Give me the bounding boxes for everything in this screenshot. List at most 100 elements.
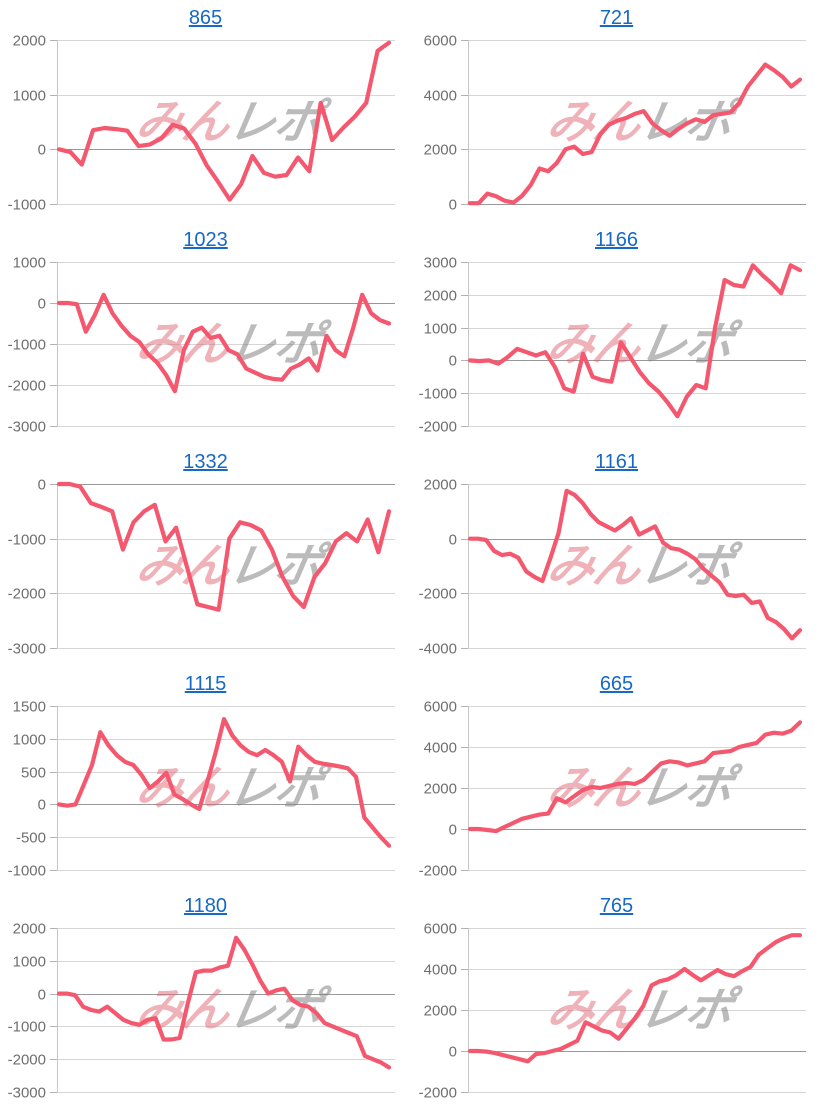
series-line [56, 935, 392, 1070]
y-axis-tick-label: 6000 [424, 921, 457, 938]
y-axis-labels: 2000 0 -2000 -4000 [419, 477, 457, 658]
y-axis-labels: 1500 1000 500 0 -500 -1000 [8, 699, 46, 880]
y-axis-tick-label: 2000 [424, 781, 457, 798]
chart-title-link[interactable]: 765 [599, 895, 634, 917]
chart-title-link[interactable]: 721 [599, 7, 634, 29]
y-axis-tick-label: -3000 [8, 1085, 46, 1102]
chart-title-link[interactable]: 1161 [594, 451, 638, 473]
y-axis-tick-label: 1000 [13, 732, 46, 749]
series-line [56, 717, 392, 848]
y-axis-tick-label: 2000 [13, 33, 46, 50]
series-line [467, 720, 803, 834]
line-chart: 6000 4000 2000 0 -2000 みんレポ [419, 921, 806, 1102]
y-axis-tick-label: 2000 [424, 142, 457, 159]
watermark-logo: みんレポ [543, 984, 745, 1037]
y-axis-tick-label: -2000 [419, 863, 457, 880]
watermark-pink-text: みん [132, 96, 236, 149]
line-chart: 2000 1000 0 -1000 みんレポ [8, 33, 395, 214]
chart-title-link[interactable]: 1180 [183, 895, 227, 917]
watermark-logo: みんレポ [132, 96, 334, 149]
y-axis-labels: 0 -1000 -2000 -3000 [8, 477, 46, 658]
watermark-gray-text: レポ [635, 540, 745, 593]
y-axis-tick-label: 0 [449, 353, 457, 370]
watermark-pink-text: みん [543, 318, 647, 371]
y-axis-tick-label: -1000 [419, 386, 457, 403]
chart-card: 665 6000 4000 2000 0 -2000 みんレポ [411, 666, 822, 888]
y-axis-tick-label: 6000 [424, 33, 457, 50]
y-axis-labels: 6000 4000 2000 0 [424, 33, 457, 214]
y-axis-tick-label: 0 [449, 197, 457, 214]
gridlines [50, 928, 395, 1093]
watermark-pink-text: みん [132, 318, 236, 371]
watermark-logo: みんレポ [543, 318, 745, 371]
y-axis-tick-label: 2000 [424, 477, 457, 494]
series-line [467, 62, 803, 206]
chart-title-link[interactable]: 1023 [183, 229, 228, 251]
y-axis-tick-label: 2000 [424, 1003, 457, 1020]
y-axis-tick-label: 0 [38, 142, 46, 159]
chart-title-link[interactable]: 865 [188, 7, 223, 29]
watermark-gray-text: レポ [635, 984, 745, 1037]
series-line [467, 488, 803, 641]
gridlines [461, 40, 806, 205]
y-axis-tick-label: 0 [38, 477, 46, 494]
watermark-logo: みんレポ [132, 318, 334, 371]
y-axis-tick-label: 4000 [424, 88, 457, 105]
watermark-logo: みんレポ [543, 762, 745, 815]
y-axis-tick-label: -3000 [8, 641, 46, 658]
y-axis-tick-label: -2000 [419, 419, 457, 436]
line-chart: 2000 0 -2000 -4000 みんレポ [419, 477, 806, 658]
watermark-logo: みんレポ [543, 540, 745, 593]
y-axis-tick-label: -3000 [8, 419, 46, 436]
watermark-gray-text: レポ [635, 318, 745, 371]
chart-card: 721 6000 4000 2000 0 みんレポ [411, 0, 822, 222]
y-axis-tick-label: 500 [21, 765, 46, 782]
y-axis-tick-label: 4000 [424, 962, 457, 979]
y-axis-tick-label: -500 [16, 830, 46, 847]
line-chart: 0 -1000 -2000 -3000 みんレポ [8, 477, 395, 658]
y-axis-labels: 3000 2000 1000 0 -1000 -2000 [419, 255, 457, 436]
chart-card: 1332 0 -1000 -2000 -3000 みんレポ [0, 444, 411, 666]
y-axis-tick-label: 2000 [424, 288, 457, 305]
watermark-gray-text: レポ [224, 762, 334, 815]
watermark-pink-text: みん [132, 762, 236, 815]
y-axis-tick-label: -1000 [8, 532, 46, 549]
y-axis-tick-label: -4000 [419, 641, 457, 658]
line-chart: 2000 1000 0 -1000 -2000 -3000 みんレポ [8, 921, 395, 1102]
y-axis-tick-label: -2000 [419, 586, 457, 603]
chart-card: 865 2000 1000 0 -1000 みんレポ [0, 0, 411, 222]
chart-title-link[interactable]: 1166 [594, 229, 638, 251]
y-axis-tick-label: -2000 [8, 378, 46, 395]
y-axis-tick-label: 1000 [13, 88, 46, 105]
chart-card: 1161 2000 0 -2000 -4000 みんレポ [411, 444, 822, 666]
y-axis-tick-label: -1000 [8, 197, 46, 214]
chart-card: 1115 1500 1000 500 0 -500 -1000 みんレポ [0, 666, 411, 888]
gridlines [50, 40, 395, 205]
chart-card: 765 6000 4000 2000 0 -2000 みんレポ [411, 888, 822, 1110]
y-axis-labels: 2000 1000 0 -1000 [8, 33, 46, 214]
y-axis-tick-label: 0 [38, 296, 46, 313]
gridlines [461, 928, 806, 1093]
line-chart: 1500 1000 500 0 -500 -1000 みんレポ [8, 699, 395, 880]
y-axis-tick-label: -2000 [8, 586, 46, 603]
chart-title-link[interactable]: 1115 [184, 673, 227, 695]
series-line [56, 292, 392, 394]
y-axis-tick-label: 1000 [13, 954, 46, 971]
chart-title-link[interactable]: 665 [599, 673, 634, 695]
y-axis-tick-label: 6000 [424, 699, 457, 716]
watermark-logo: みんレポ [132, 540, 334, 593]
y-axis-tick-label: 3000 [424, 255, 457, 272]
series-line [467, 933, 803, 1064]
chart-card: 1166 3000 2000 1000 0 -1000 -2000 みんレポ [411, 222, 822, 444]
y-axis-tick-label: 0 [449, 1044, 457, 1061]
chart-title-link[interactable]: 1332 [183, 451, 228, 473]
y-axis-tick-label: 1000 [13, 255, 46, 272]
y-axis-labels: 1000 0 -1000 -2000 -3000 [8, 255, 46, 436]
y-axis-tick-label: -2000 [8, 1052, 46, 1069]
y-axis-tick-label: 0 [38, 797, 46, 814]
y-axis-tick-label: -1000 [8, 1019, 46, 1036]
line-chart: 6000 4000 2000 0 みんレポ [424, 33, 806, 214]
y-axis-tick-label: 1500 [13, 699, 46, 716]
